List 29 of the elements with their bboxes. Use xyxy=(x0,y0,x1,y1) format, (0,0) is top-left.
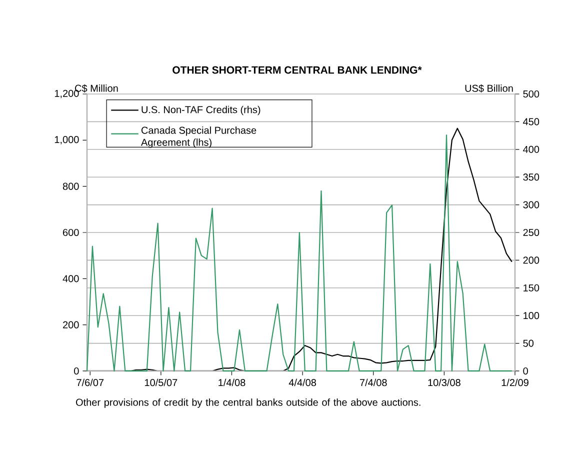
y2-tick-label: 200 xyxy=(523,256,540,264)
y2-tick-label: 0 xyxy=(523,367,528,375)
y2-tick-label: 450 xyxy=(523,118,540,126)
x-tick-label: 10/5/07 xyxy=(145,378,178,386)
y-tick-label: 600 xyxy=(63,228,79,236)
y2-axis-title: US$ Billion xyxy=(465,84,513,92)
x-tick-label: 4/4/08 xyxy=(288,378,316,386)
x-tick-label: 7/6/07 xyxy=(76,378,104,386)
y-tick-label: 0 xyxy=(74,367,79,375)
y2-tick-label: 300 xyxy=(523,201,540,208)
x-tick-label: 1/2/09 xyxy=(502,378,528,386)
y2-tick-label: 50 xyxy=(523,340,534,347)
y2-tick-label: 100 xyxy=(524,312,540,320)
chart-title: OTHER SHORT-TERM CENTRAL BANK LENDING* xyxy=(172,66,422,74)
y2-tick-label: 500 xyxy=(523,90,540,98)
y2-tick-label: 400 xyxy=(523,146,540,153)
y-tick-label: 1,000 xyxy=(54,136,79,144)
legend-label: U.S. Non-TAF Credits (rhs) xyxy=(142,106,260,116)
y-tick-label: 200 xyxy=(63,321,79,328)
x-tick-label: 7/4/08 xyxy=(360,378,387,386)
legend-label: Canada Special Purchase Agreement (lhs) xyxy=(140,126,256,148)
y2-tick-label: 150 xyxy=(524,284,540,292)
x-tick-label: 10/3/08 xyxy=(428,378,460,386)
text: Other provisions of credit by the central banks outside of the above auctions. xyxy=(76,398,420,408)
y-tick-label: 800 xyxy=(62,182,79,190)
y2-tick-label: 350 xyxy=(523,174,540,181)
y2-tick-label: 250 xyxy=(523,228,540,236)
y-tick-label: 400 xyxy=(62,275,79,282)
x-tick-label: 1/4/08 xyxy=(218,378,246,386)
